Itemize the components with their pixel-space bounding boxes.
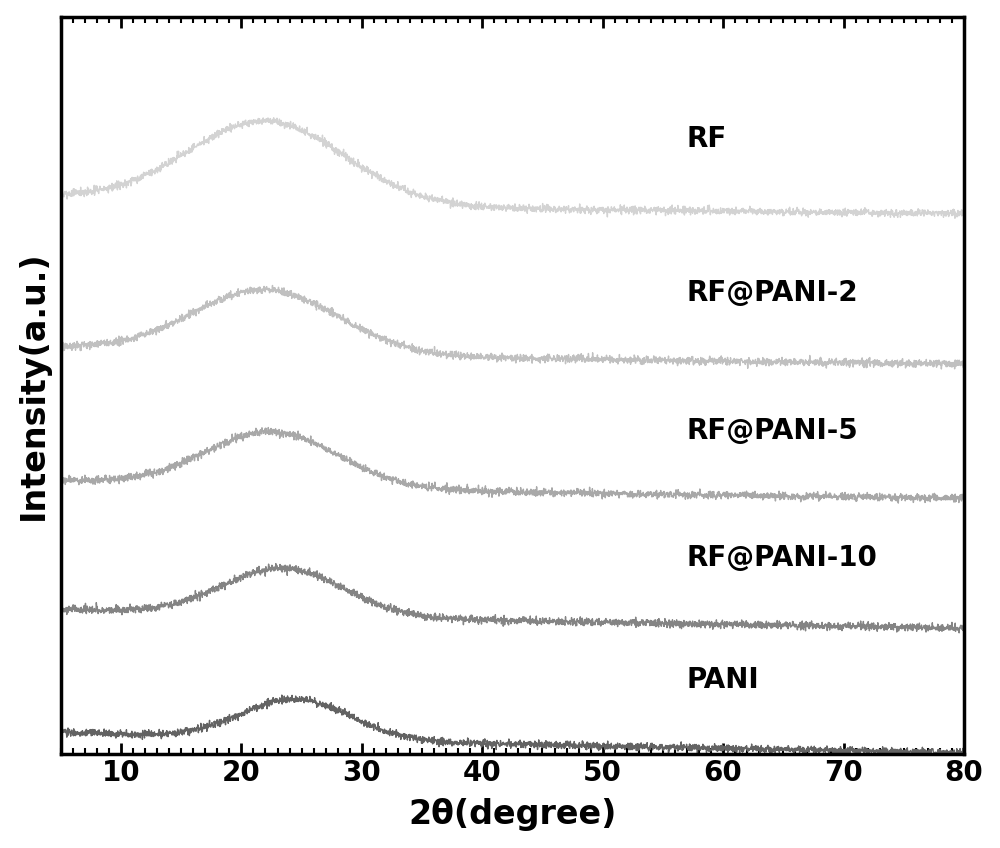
X-axis label: 2θ(degree): 2θ(degree) — [408, 798, 617, 831]
Text: RF@PANI-2: RF@PANI-2 — [687, 279, 859, 307]
Text: RF@PANI-10: RF@PANI-10 — [687, 544, 878, 572]
Text: RF@PANI-5: RF@PANI-5 — [687, 416, 859, 444]
Text: PANI: PANI — [687, 666, 760, 694]
Y-axis label: Intensity(a.u.): Intensity(a.u.) — [17, 251, 50, 521]
Text: RF: RF — [687, 125, 727, 153]
